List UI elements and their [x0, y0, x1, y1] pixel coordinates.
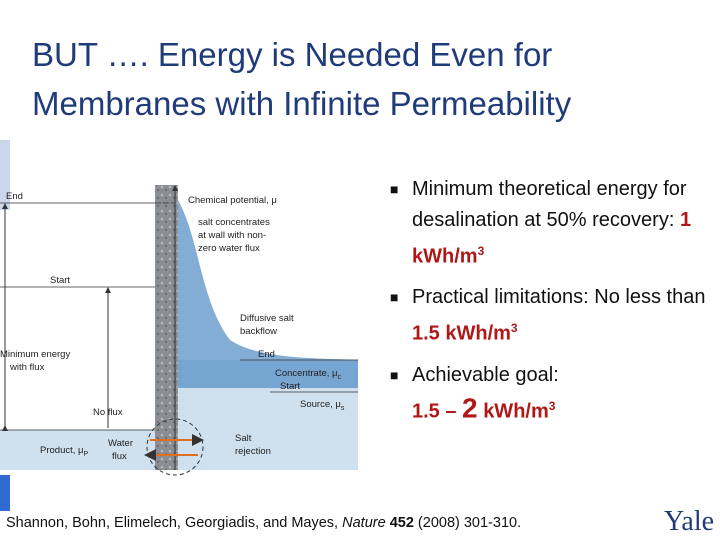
highlight: 1 kWh/m [412, 209, 692, 268]
label: Water [108, 438, 133, 449]
axis-label: Chemical potential, μ [188, 195, 277, 206]
logo: Yale [664, 506, 715, 537]
label: Minimum energy [0, 349, 70, 360]
bullet: ■ Achievable goal: 1.5 – 2 kWh/m3 [390, 364, 559, 424]
label: Start [50, 275, 70, 286]
highlight: 1.5 kWh/m [412, 322, 511, 345]
sup: 3 [510, 321, 518, 335]
label: Source, μs [300, 399, 345, 412]
edge-bar [0, 475, 10, 511]
sup: 3 [477, 244, 485, 258]
label: Concentrate, μc [275, 368, 342, 381]
citation: Shannon, Bohn, Elimelech, Georgiadis, an… [6, 515, 521, 531]
label: Product, μP [40, 445, 89, 458]
label: backflow [240, 326, 277, 337]
label: zero water flux [198, 243, 260, 254]
sup: 3 [548, 399, 556, 413]
bullet-text: Minimum theoretical energy for desalinat… [412, 178, 687, 231]
bullet-text: Practical limitations: No less than [412, 286, 706, 308]
bullet: ■ Practical limitations: No less than 1.5… [390, 286, 706, 345]
label: at wall with non- [198, 230, 266, 241]
highlight: kWh/m [483, 400, 549, 423]
journal: Nature [342, 515, 386, 531]
label: End [258, 349, 275, 360]
authors: Shannon, Bohn, Elimelech, Georgiadis, an… [6, 515, 339, 531]
highlight: 1.5 – [412, 400, 457, 423]
label: End [6, 191, 23, 202]
bullet-text: Achievable goal: [412, 364, 559, 386]
label: flux [112, 451, 127, 462]
label: salt concentrates [198, 217, 270, 228]
label: rejection [235, 446, 271, 457]
label: Diffusive salt [240, 313, 294, 324]
bullet: ■ Minimum theoretical energy for desalina… [390, 178, 692, 268]
label: Salt [235, 433, 252, 444]
highlight: 2 [462, 392, 478, 424]
label: with flux [9, 362, 45, 373]
pages: (2008) 301-310. [417, 515, 522, 531]
edge-bar [0, 140, 10, 210]
membrane [155, 185, 178, 470]
title: BUT …. Energy is Needed Even for Membran… [32, 36, 572, 122]
label: Start [280, 381, 300, 392]
product-water [0, 430, 158, 470]
diagram: Chemical potential, μ End Start Minimum … [0, 185, 358, 476]
volume: 452 [389, 515, 414, 531]
label: No flux [93, 407, 123, 418]
concentration-profile [178, 200, 358, 388]
